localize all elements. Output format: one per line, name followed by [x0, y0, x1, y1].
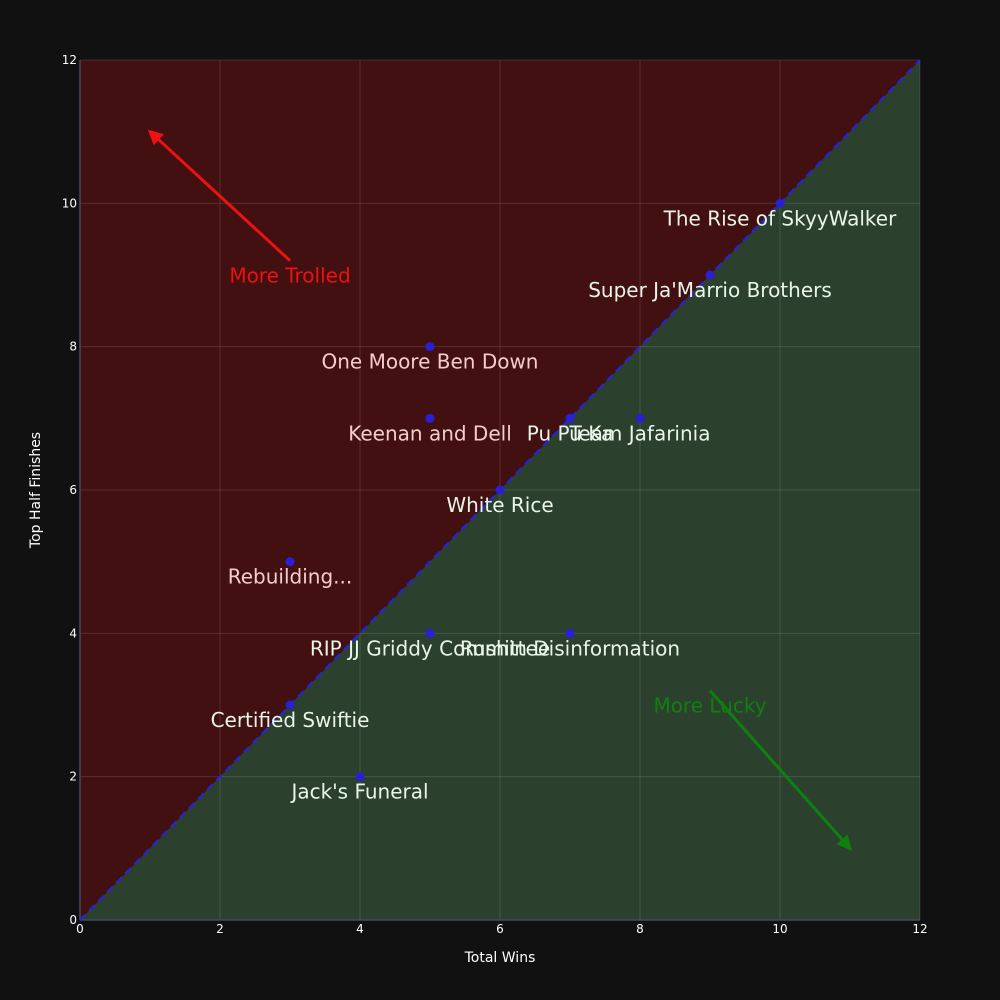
point-label: Rebuilding...	[228, 565, 352, 589]
annotation-arrow	[708, 689, 852, 851]
annotation-label: More Lucky	[653, 694, 766, 718]
data-point	[635, 413, 645, 423]
x-tick-label: 6	[496, 922, 504, 936]
y-tick-label: 2	[69, 770, 77, 784]
point-label: RIP JJ Griddy Committee	[310, 636, 550, 660]
data-point	[425, 413, 435, 423]
point-label: Keenan and Dell	[348, 421, 512, 445]
data-point	[355, 772, 365, 782]
point-label: Jack's Funeral	[289, 780, 428, 804]
x-tick-label: 4	[356, 922, 364, 936]
point-label: The Rise of SkyyWalker	[663, 206, 897, 230]
point-label: Pu Pu Ka	[527, 421, 614, 445]
data-point	[285, 557, 295, 567]
annotation-label: More Trolled	[229, 264, 350, 288]
x-tick-label: 10	[772, 922, 787, 936]
y-tick-label: 0	[69, 913, 77, 927]
y-tick-label: 10	[62, 196, 77, 210]
data-point	[495, 485, 505, 495]
y-tick-label: 8	[69, 340, 77, 354]
y-tick-label: 6	[69, 483, 77, 497]
data-point	[425, 628, 435, 638]
x-tick-label: 8	[636, 922, 644, 936]
x-tick-label: 0	[76, 922, 84, 936]
y-tick-label: 4	[69, 626, 77, 640]
x-tick-label: 12	[912, 922, 927, 936]
data-point	[425, 342, 435, 352]
x-tick-label: 2	[216, 922, 224, 936]
point-label: Rushin Disinformation	[460, 636, 680, 660]
point-label: Super Ja'Marrio Brothers	[588, 278, 832, 302]
point-label: Certified Swiftie	[211, 708, 370, 732]
point-label: White Rice	[446, 493, 553, 517]
data-point	[565, 628, 575, 638]
y-tick-label: 12	[62, 53, 77, 67]
point-label: Team Jafarinia	[569, 421, 711, 445]
data-point	[775, 198, 785, 208]
data-point	[705, 270, 715, 280]
x-axis-title: Total Wins	[464, 950, 536, 966]
point-label: One Moore Ben Down	[322, 350, 539, 374]
annotation-arrow	[147, 129, 292, 262]
data-point	[565, 413, 575, 423]
data-point	[285, 700, 295, 710]
y-axis-title: Top Half Finishes	[28, 432, 44, 549]
